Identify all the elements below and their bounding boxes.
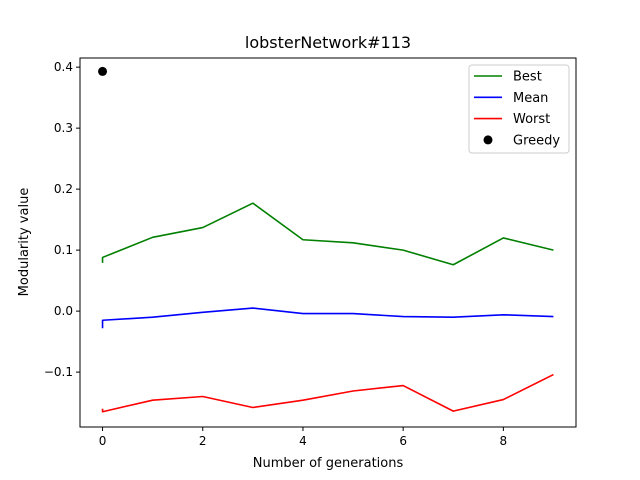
legend: Best Mean Worst Greedy	[468, 64, 570, 154]
x-tick-label: 8	[500, 434, 508, 448]
plot-area	[98, 66, 554, 413]
point-greedy	[98, 66, 108, 76]
legend-label-best: Best	[513, 70, 542, 85]
series-line-worst	[101, 373, 554, 413]
legend-box	[468, 64, 570, 154]
series-line-mean	[101, 307, 554, 329]
legend-label-worst: Worst	[513, 112, 550, 127]
y-tick-label: 0.1	[54, 243, 73, 257]
x-tick-label: 4	[299, 434, 307, 448]
y-axis-ticks: −0.1 0.0 0.1 0.2 0.3 0.4	[44, 60, 80, 379]
y-tick-label: 0.4	[54, 60, 73, 74]
legend-label-greedy: Greedy	[513, 133, 560, 148]
y-tick-label: 0.3	[54, 121, 73, 135]
x-axis-label: Number of generations	[253, 456, 404, 471]
y-tick-label: 0.2	[54, 182, 73, 196]
y-axis-label: Modularity value	[17, 188, 32, 297]
y-tick-label: 0.0	[54, 304, 73, 318]
chart-title: lobsterNetwork#113	[245, 33, 411, 52]
legend-swatch-greedy	[483, 135, 493, 145]
x-tick-label: 0	[99, 434, 107, 448]
x-tick-label: 2	[199, 434, 207, 448]
x-axis-ticks: 0 2 4 6 8	[99, 427, 507, 448]
x-tick-label: 6	[399, 434, 407, 448]
y-tick-label: −0.1	[44, 365, 73, 379]
legend-label-mean: Mean	[513, 91, 548, 106]
axes-frame	[79, 57, 577, 428]
series-line-best	[101, 202, 554, 266]
